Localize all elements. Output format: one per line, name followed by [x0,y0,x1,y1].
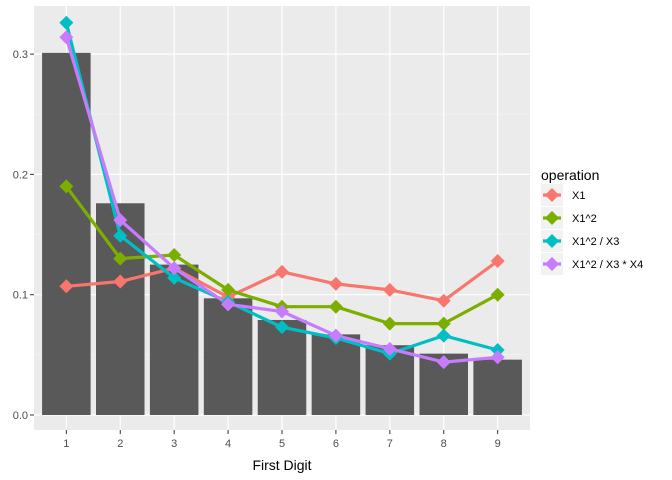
series-points [59,15,505,370]
x-tick-label: 3 [171,438,177,450]
series-point-3-9 [490,350,505,365]
series-point-1-3 [167,247,182,262]
legend-label: X1^2 / X3 * X4 [572,259,643,271]
legend-label: X1 [572,190,585,202]
bar-5 [257,319,307,415]
series-point-0-1 [59,279,74,294]
x-tick-label: 6 [333,438,339,450]
series-point-1-7 [382,316,397,331]
y-tick-label: 0.0 [13,410,28,422]
series-point-3-6 [328,328,343,343]
series-point-3-5 [275,304,289,319]
series-point-3-3 [167,261,182,276]
series-point-2-5 [275,320,289,335]
bar-6 [311,334,361,415]
series-point-2-9 [490,343,505,358]
legend-item: X1 [541,184,585,206]
series-point-1-9 [490,287,505,302]
series-point-3-8 [436,355,451,370]
series-point-2-8 [436,328,451,343]
series-point-1-4 [221,282,236,297]
x-tick-label: 9 [495,438,501,450]
y-tick-label: 0.1 [13,290,28,302]
bar-3 [149,264,199,415]
legend: operation X1 X1^2 X1^2 / X3 X1^2 / X3 * X4 [541,167,643,275]
x-tick-label: 2 [117,438,123,450]
legend-item: X1^2 [541,207,597,229]
series-point-3-2 [113,213,128,228]
x-tick-label: 4 [225,438,231,450]
y-tick-label: 0.3 [13,49,28,61]
x-tick-label: 8 [441,438,447,450]
bars [42,52,522,415]
legend-key-diamond [545,211,559,225]
series-point-0-9 [490,254,505,269]
legend-key-diamond [545,188,559,202]
legend-label: X1^2 / X3 [572,236,619,248]
series-point-3-1 [59,30,74,45]
x-tick-label: 5 [279,438,285,450]
series-point-2-2 [113,228,128,243]
legend-item: X1^2 / X3 [541,230,619,252]
series-point-1-1 [59,179,74,194]
series-point-1-6 [328,299,343,314]
y-tick-label: 0.2 [13,169,28,181]
series-point-0-6 [328,276,343,291]
legend-key-diamond [545,234,559,248]
legend-label: X1^2 [572,213,597,225]
series-point-0-8 [436,293,451,308]
x-tick-label: 7 [387,438,393,450]
y-axis: 0.0 0.1 0.2 0.3 [13,49,34,422]
series-point-2-3 [167,270,182,285]
bar-1 [42,52,91,415]
series-point-1-8 [436,316,451,331]
bar-9 [473,359,522,415]
series-point-2-1 [59,15,74,30]
legend-title: operation [541,167,599,183]
series-point-3-4 [221,297,236,312]
series-point-3-7 [382,341,397,356]
series-point-0-5 [275,264,289,279]
legend-item: X1^2 / X3 * X4 [541,253,643,275]
x-axis-title: First Digit [252,457,311,473]
series-point-0-7 [382,282,397,297]
legend-key-diamond [545,257,559,271]
series-point-1-2 [113,251,128,266]
x-tick-label: 1 [63,438,69,450]
series-point-0-2 [113,274,128,289]
bar-4 [203,298,253,415]
x-axis: 1 2 3 4 5 6 7 8 9 [63,430,501,450]
